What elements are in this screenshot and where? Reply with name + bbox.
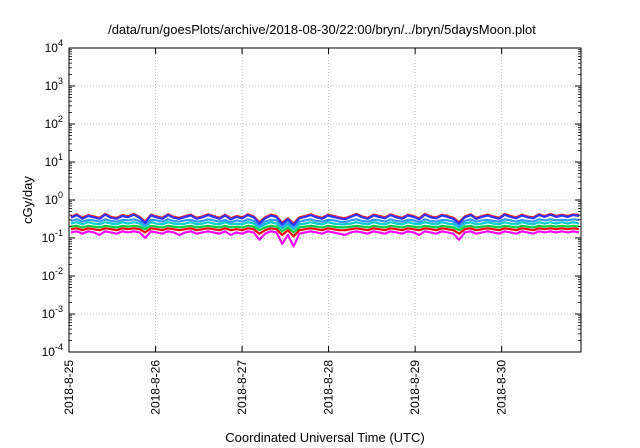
series-line-2 (70, 227, 580, 238)
y-tick-label: 101 (45, 152, 63, 169)
x-axis-label: Coordinated Universal Time (UTC) (225, 430, 424, 445)
y-tick-label: 10-3 (42, 304, 63, 321)
x-tick-label: 2018-8-27 (235, 360, 249, 415)
series-group (70, 212, 580, 248)
y-tick-label: 104 (45, 38, 63, 55)
y-tick-label: 10-4 (42, 342, 63, 359)
x-axis: 2018-8-25 2018-8-26 2018-8-27 2018-8-28 2018… (62, 48, 509, 415)
series-line-7 (70, 213, 580, 227)
y-tick-label: 103 (45, 76, 63, 93)
y-axis: 10-4 10-3 10-2 10-1 100 101 102 103 104 (42, 38, 581, 359)
y-tick-label: 10-1 (42, 228, 63, 245)
y-tick-label: 10-2 (42, 266, 63, 283)
y-axis-label: cGy/day (20, 176, 35, 224)
x-tick-label: 2018-8-25 (62, 360, 76, 415)
series-line-1 (70, 230, 580, 248)
x-tick-label: 2018-8-30 (495, 360, 509, 415)
y-tick-label: 100 (45, 190, 63, 207)
series-line-3 (70, 224, 580, 234)
grid (69, 48, 581, 352)
series-line-4 (70, 221, 580, 231)
x-tick-label: 2018-8-28 (322, 360, 336, 415)
x-tick-label: 2018-8-29 (408, 360, 422, 415)
y-tick-label: 102 (45, 114, 63, 131)
series-line-5 (70, 218, 580, 229)
x-tick-label: 2018-8-26 (149, 360, 163, 415)
chart-title: /data/run/goesPlots/archive/2018-08-30/2… (108, 22, 536, 37)
